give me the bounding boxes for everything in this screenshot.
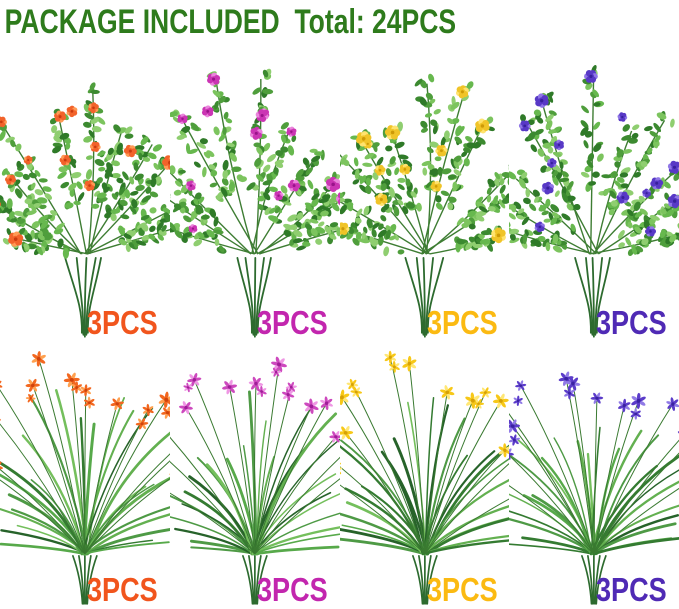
- grass-magenta-bouquet-image: [169, 356, 340, 605]
- pcs-count-label: 3PCS: [596, 304, 667, 341]
- pcs-count-label: 3PCS: [256, 571, 328, 608]
- bouquet-grid: 3PCS 3PCS 3PCS 3PCS 3PCS 3PCS 3PCS: [0, 46, 679, 609]
- eucalyptus-magenta-bouquet-image: [169, 68, 340, 338]
- bouquet-cell-eucalyptus-orange: 3PCS: [0, 46, 170, 340]
- bouquet-cell-grass-orange: 3PCS: [0, 340, 170, 609]
- grass-purple-bouquet-image: [509, 371, 679, 605]
- bouquet-cell-grass-magenta: 3PCS: [169, 340, 340, 609]
- pcs-count-label: 3PCS: [426, 304, 498, 341]
- bouquet-cell-grass-purple: 3PCS: [509, 340, 679, 609]
- pcs-count-label: 3PCS: [87, 571, 158, 608]
- eucalyptus-purple-bouquet-image: [509, 64, 679, 338]
- pcs-count-label: 3PCS: [87, 304, 158, 341]
- grass-yellow-bouquet-image: [339, 350, 510, 605]
- grass-orange-bouquet-image: [0, 351, 170, 605]
- pcs-count-label: 3PCS: [596, 571, 667, 608]
- bouquet-cell-eucalyptus-magenta: 3PCS: [169, 46, 340, 341]
- bouquet-cell-grass-yellow: 3PCS: [339, 340, 510, 609]
- eucalyptus-orange-bouquet-image: [0, 82, 170, 338]
- page-title: PACKAGE INCLUDED Total: 24PCS: [4, 3, 457, 41]
- pcs-count-label: 3PCS: [256, 304, 328, 341]
- eucalyptus-yellow-bouquet-image: [339, 73, 510, 338]
- bouquet-cell-eucalyptus-purple: 3PCS: [509, 46, 679, 340]
- pcs-count-label: 3PCS: [426, 571, 498, 608]
- bouquet-cell-eucalyptus-yellow: 3PCS: [339, 46, 510, 341]
